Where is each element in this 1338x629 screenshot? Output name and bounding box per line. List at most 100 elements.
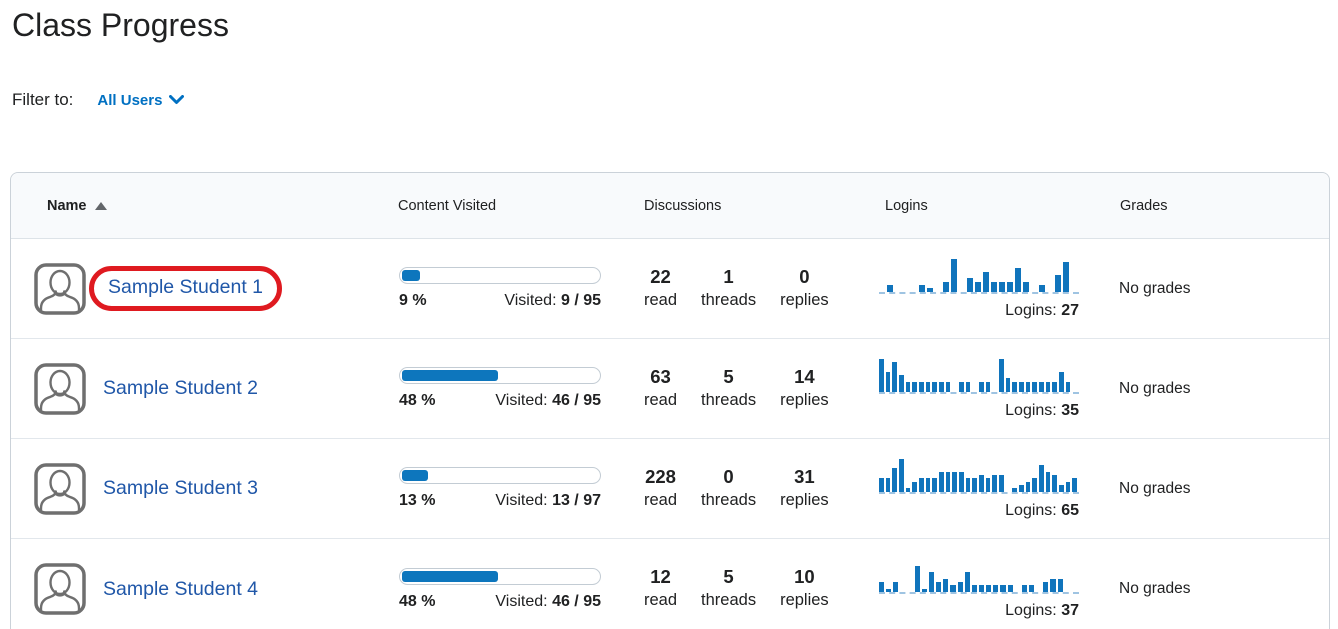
discussions-replies: 14 replies [780, 366, 829, 412]
login-bar [905, 488, 911, 492]
progress-fill [402, 370, 498, 381]
table-header-row: Name Content Visited Discussions Logins … [11, 173, 1329, 239]
student-avatar-icon[interactable] [34, 362, 86, 415]
student-name-link[interactable]: Sample Student 2 [103, 377, 259, 399]
filter-label: Filter to: [12, 90, 74, 109]
class-progress-table: Name Content Visited Discussions Logins … [10, 172, 1330, 629]
replies-count: 10 [794, 566, 815, 587]
content-stats: 48 % Visited: 46 / 95 [399, 593, 601, 611]
logins-sparkline-chart [879, 458, 1079, 494]
logins-stats: Logins: 35 [879, 402, 1079, 420]
login-bar [919, 478, 924, 492]
login-bar [899, 375, 904, 392]
login-bar [925, 478, 931, 492]
logins-label: Logins: [1005, 301, 1057, 319]
content-visited-cell: 9 % Visited: 9 / 95 [362, 267, 608, 310]
login-bar [914, 565, 920, 592]
discussions-read: 12 read [644, 566, 677, 612]
grades-cell: No grades [1119, 479, 1191, 497]
visited-label: Visited: [495, 392, 548, 409]
discussions-read: 228 read [644, 466, 677, 512]
logins-sparkline-chart [879, 558, 1079, 594]
column-header-discussions: Discussions [644, 197, 722, 214]
replies-label: replies [780, 290, 829, 309]
login-bar [885, 371, 891, 392]
threads-count: 5 [723, 365, 734, 387]
filter-row: Filter to: All Users [12, 90, 1338, 110]
content-stats: 13 % Visited: 13 / 97 [399, 492, 601, 510]
login-bar [985, 381, 991, 392]
logins-stats: Logins: 37 [879, 602, 1079, 620]
student-avatar-icon[interactable] [34, 462, 86, 515]
replies-label: replies [780, 390, 829, 409]
table-body: Sample Student 1 9 % Visited: 9 / 95 22 … [11, 239, 1329, 629]
discussions-cell: 22 read 1 threads 0 replies [608, 266, 849, 312]
login-bar [1059, 484, 1064, 492]
filter-dropdown[interactable]: All Users [97, 92, 185, 109]
login-bar [945, 471, 951, 492]
visited-stat: Visited: 13 / 97 [495, 492, 601, 510]
content-progress-bar [399, 467, 601, 484]
logins-label: Logins: [1005, 602, 1057, 619]
login-bar [1055, 275, 1061, 292]
login-bar [919, 381, 924, 392]
login-bar [1050, 578, 1056, 592]
threads-label: threads [701, 290, 757, 309]
login-bar [1045, 381, 1051, 392]
visited-stat: Visited: 46 / 95 [495, 392, 601, 410]
login-bar [971, 585, 977, 592]
visited-stat: Visited: 46 / 95 [495, 593, 601, 611]
login-bar [1028, 585, 1035, 592]
student-name-link[interactable]: Sample Student 4 [103, 577, 259, 600]
login-bar [919, 284, 925, 292]
login-bar [959, 381, 964, 392]
student-avatar-icon[interactable] [34, 563, 86, 615]
discussions-threads: 5 threads [701, 566, 756, 612]
replies-count: 31 [794, 465, 815, 487]
login-bar [983, 271, 989, 292]
column-header-name[interactable]: Name [11, 198, 362, 214]
student-name-link[interactable]: Sample Student 1 [89, 266, 283, 311]
percent-value: 48 % [399, 592, 436, 610]
login-bar [905, 381, 911, 392]
login-bar [999, 281, 1005, 292]
threads-count: 1 [723, 265, 734, 287]
student-avatar-icon[interactable] [34, 262, 86, 315]
login-bar [957, 582, 963, 592]
login-bar [972, 478, 978, 492]
logins-cell: Logins: 27 [849, 258, 1084, 320]
login-bar [1025, 481, 1031, 492]
login-bar [886, 588, 892, 592]
login-bar [932, 478, 938, 492]
login-bar [939, 381, 944, 392]
login-bar [975, 281, 981, 292]
login-bar [979, 475, 984, 492]
content-visited-cell: 48 % Visited: 46 / 95 [362, 367, 608, 410]
login-bar [899, 458, 904, 492]
grades-cell: No grades [1119, 379, 1191, 397]
threads-label: threads [701, 390, 757, 409]
logins-count: 35 [1061, 401, 1079, 419]
threads-label: threads [701, 591, 757, 609]
content-progress-bar [399, 367, 601, 384]
logins-label: Logins: [1005, 401, 1057, 419]
read-label: read [644, 490, 678, 509]
login-bar [1052, 381, 1058, 392]
logins-cell: Logins: 65 [849, 458, 1084, 520]
name-cell: Sample Student 3 [11, 462, 362, 515]
login-bar [986, 585, 992, 592]
login-bar [928, 572, 935, 592]
read-label: read [644, 290, 678, 309]
percent-value: 48 % [399, 392, 436, 409]
grades-cell: No grades [1119, 580, 1191, 597]
visited-value: 9 / 95 [560, 292, 601, 309]
student-name-link[interactable]: Sample Student 3 [103, 477, 259, 499]
column-header-name-label: Name [47, 197, 87, 214]
visited-value: 46 / 95 [552, 392, 601, 409]
read-count: 12 [650, 566, 671, 587]
login-bar [912, 481, 918, 492]
login-bar [1039, 284, 1045, 292]
login-bar [1043, 582, 1049, 592]
login-bar [1032, 478, 1038, 492]
login-bar [1039, 465, 1044, 492]
